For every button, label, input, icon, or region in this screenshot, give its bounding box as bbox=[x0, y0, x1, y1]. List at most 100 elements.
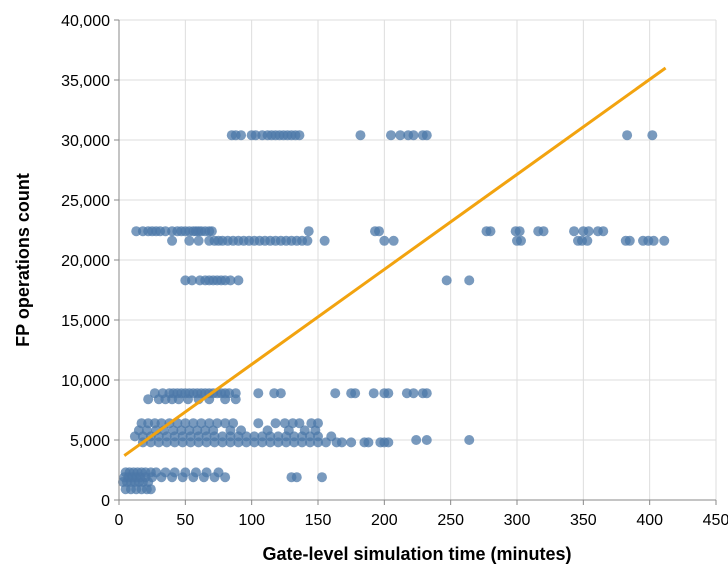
data-point bbox=[485, 226, 496, 237]
x-tick-label: 300 bbox=[504, 512, 531, 529]
data-point bbox=[193, 235, 204, 246]
y-tick-label: 30,000 bbox=[61, 133, 110, 150]
y-tick-label: 10,000 bbox=[61, 373, 110, 390]
data-point bbox=[253, 388, 264, 399]
x-tick-label: 50 bbox=[176, 512, 194, 529]
data-point bbox=[253, 418, 264, 429]
data-point bbox=[186, 275, 197, 286]
data-point bbox=[464, 435, 475, 445]
y-tick-label: 25,000 bbox=[61, 193, 110, 210]
data-point bbox=[421, 130, 432, 141]
data-point bbox=[281, 437, 292, 448]
data-point bbox=[368, 388, 379, 399]
y-tick-label: 0 bbox=[101, 493, 110, 510]
data-point bbox=[161, 437, 172, 448]
data-point bbox=[177, 472, 188, 483]
data-point bbox=[294, 130, 305, 141]
data-point bbox=[421, 388, 432, 399]
data-point bbox=[265, 437, 276, 448]
data-point bbox=[316, 472, 327, 483]
data-point bbox=[220, 394, 231, 405]
data-point bbox=[346, 437, 357, 448]
data-point bbox=[320, 437, 331, 448]
data-point bbox=[188, 472, 199, 483]
y-tick: 15,000 bbox=[61, 313, 119, 330]
data-point bbox=[220, 418, 231, 429]
data-point bbox=[249, 437, 260, 448]
y-tick-label: 20,000 bbox=[61, 253, 110, 270]
data-point bbox=[363, 437, 374, 448]
x-tick-label: 100 bbox=[238, 512, 265, 529]
data-point bbox=[303, 226, 314, 237]
data-point bbox=[350, 388, 361, 399]
data-point bbox=[421, 435, 432, 445]
data-point bbox=[624, 235, 635, 246]
data-point bbox=[294, 418, 305, 429]
data-point bbox=[169, 437, 180, 448]
data-point bbox=[209, 472, 220, 483]
chart-axes: 0 50 100 150 200 250 300 350 400 450 0 5,000 10,000 1… bbox=[61, 13, 728, 529]
data-point bbox=[153, 437, 164, 448]
data-point bbox=[236, 130, 247, 141]
data-point bbox=[297, 437, 308, 448]
data-point bbox=[233, 437, 244, 448]
data-point bbox=[648, 235, 659, 246]
data-point bbox=[395, 130, 406, 141]
data-point bbox=[143, 394, 154, 405]
data-point bbox=[582, 235, 593, 246]
y-tick: 40,000 bbox=[61, 13, 119, 30]
data-point bbox=[184, 235, 195, 246]
data-point bbox=[538, 226, 549, 237]
data-point bbox=[379, 235, 390, 246]
y-tick-label: 40,000 bbox=[61, 13, 110, 30]
data-point bbox=[583, 226, 594, 237]
data-point bbox=[185, 437, 196, 448]
data-point bbox=[241, 437, 252, 448]
y-tick: 20,000 bbox=[61, 253, 119, 270]
data-point bbox=[182, 394, 193, 405]
data-point bbox=[336, 437, 347, 448]
x-axis-title: Gate-level simulation time (minutes) bbox=[262, 544, 571, 564]
scatter-points bbox=[117, 130, 670, 495]
data-point bbox=[193, 437, 204, 448]
data-point bbox=[385, 130, 396, 141]
y-axis-title: FP operations count bbox=[13, 173, 33, 347]
data-point bbox=[201, 437, 212, 448]
data-point bbox=[598, 226, 609, 237]
trend-line bbox=[123, 66, 667, 457]
x-tick: 100 bbox=[238, 500, 265, 529]
y-tick: 30,000 bbox=[61, 133, 119, 150]
y-tick-label: 35,000 bbox=[61, 73, 110, 90]
y-tick-label: 15,000 bbox=[61, 313, 110, 330]
data-point bbox=[220, 472, 231, 483]
x-tick: 0 bbox=[115, 500, 124, 529]
x-tick: 200 bbox=[371, 500, 398, 529]
data-point bbox=[319, 235, 330, 246]
data-point bbox=[233, 275, 244, 286]
data-point bbox=[388, 235, 399, 246]
data-point bbox=[273, 437, 284, 448]
x-tick-label: 450 bbox=[703, 512, 728, 529]
data-point bbox=[177, 437, 188, 448]
data-point bbox=[514, 226, 525, 237]
data-point bbox=[408, 388, 419, 399]
data-point bbox=[355, 130, 366, 141]
x-tick-label: 400 bbox=[636, 512, 663, 529]
data-point bbox=[374, 226, 385, 237]
data-point bbox=[167, 235, 178, 246]
data-point bbox=[156, 472, 167, 483]
data-point bbox=[206, 226, 217, 237]
x-tick-label: 200 bbox=[371, 512, 398, 529]
y-tick: 0 bbox=[101, 493, 119, 510]
y-tick: 35,000 bbox=[61, 73, 119, 90]
x-tick: 50 bbox=[176, 500, 194, 529]
data-point bbox=[464, 275, 475, 286]
y-tick-label: 5,000 bbox=[70, 433, 110, 450]
data-point bbox=[622, 130, 633, 141]
x-tick: 300 bbox=[504, 500, 531, 529]
data-point bbox=[659, 235, 670, 246]
data-point bbox=[411, 435, 422, 445]
data-point bbox=[270, 418, 281, 429]
data-point bbox=[225, 275, 236, 286]
